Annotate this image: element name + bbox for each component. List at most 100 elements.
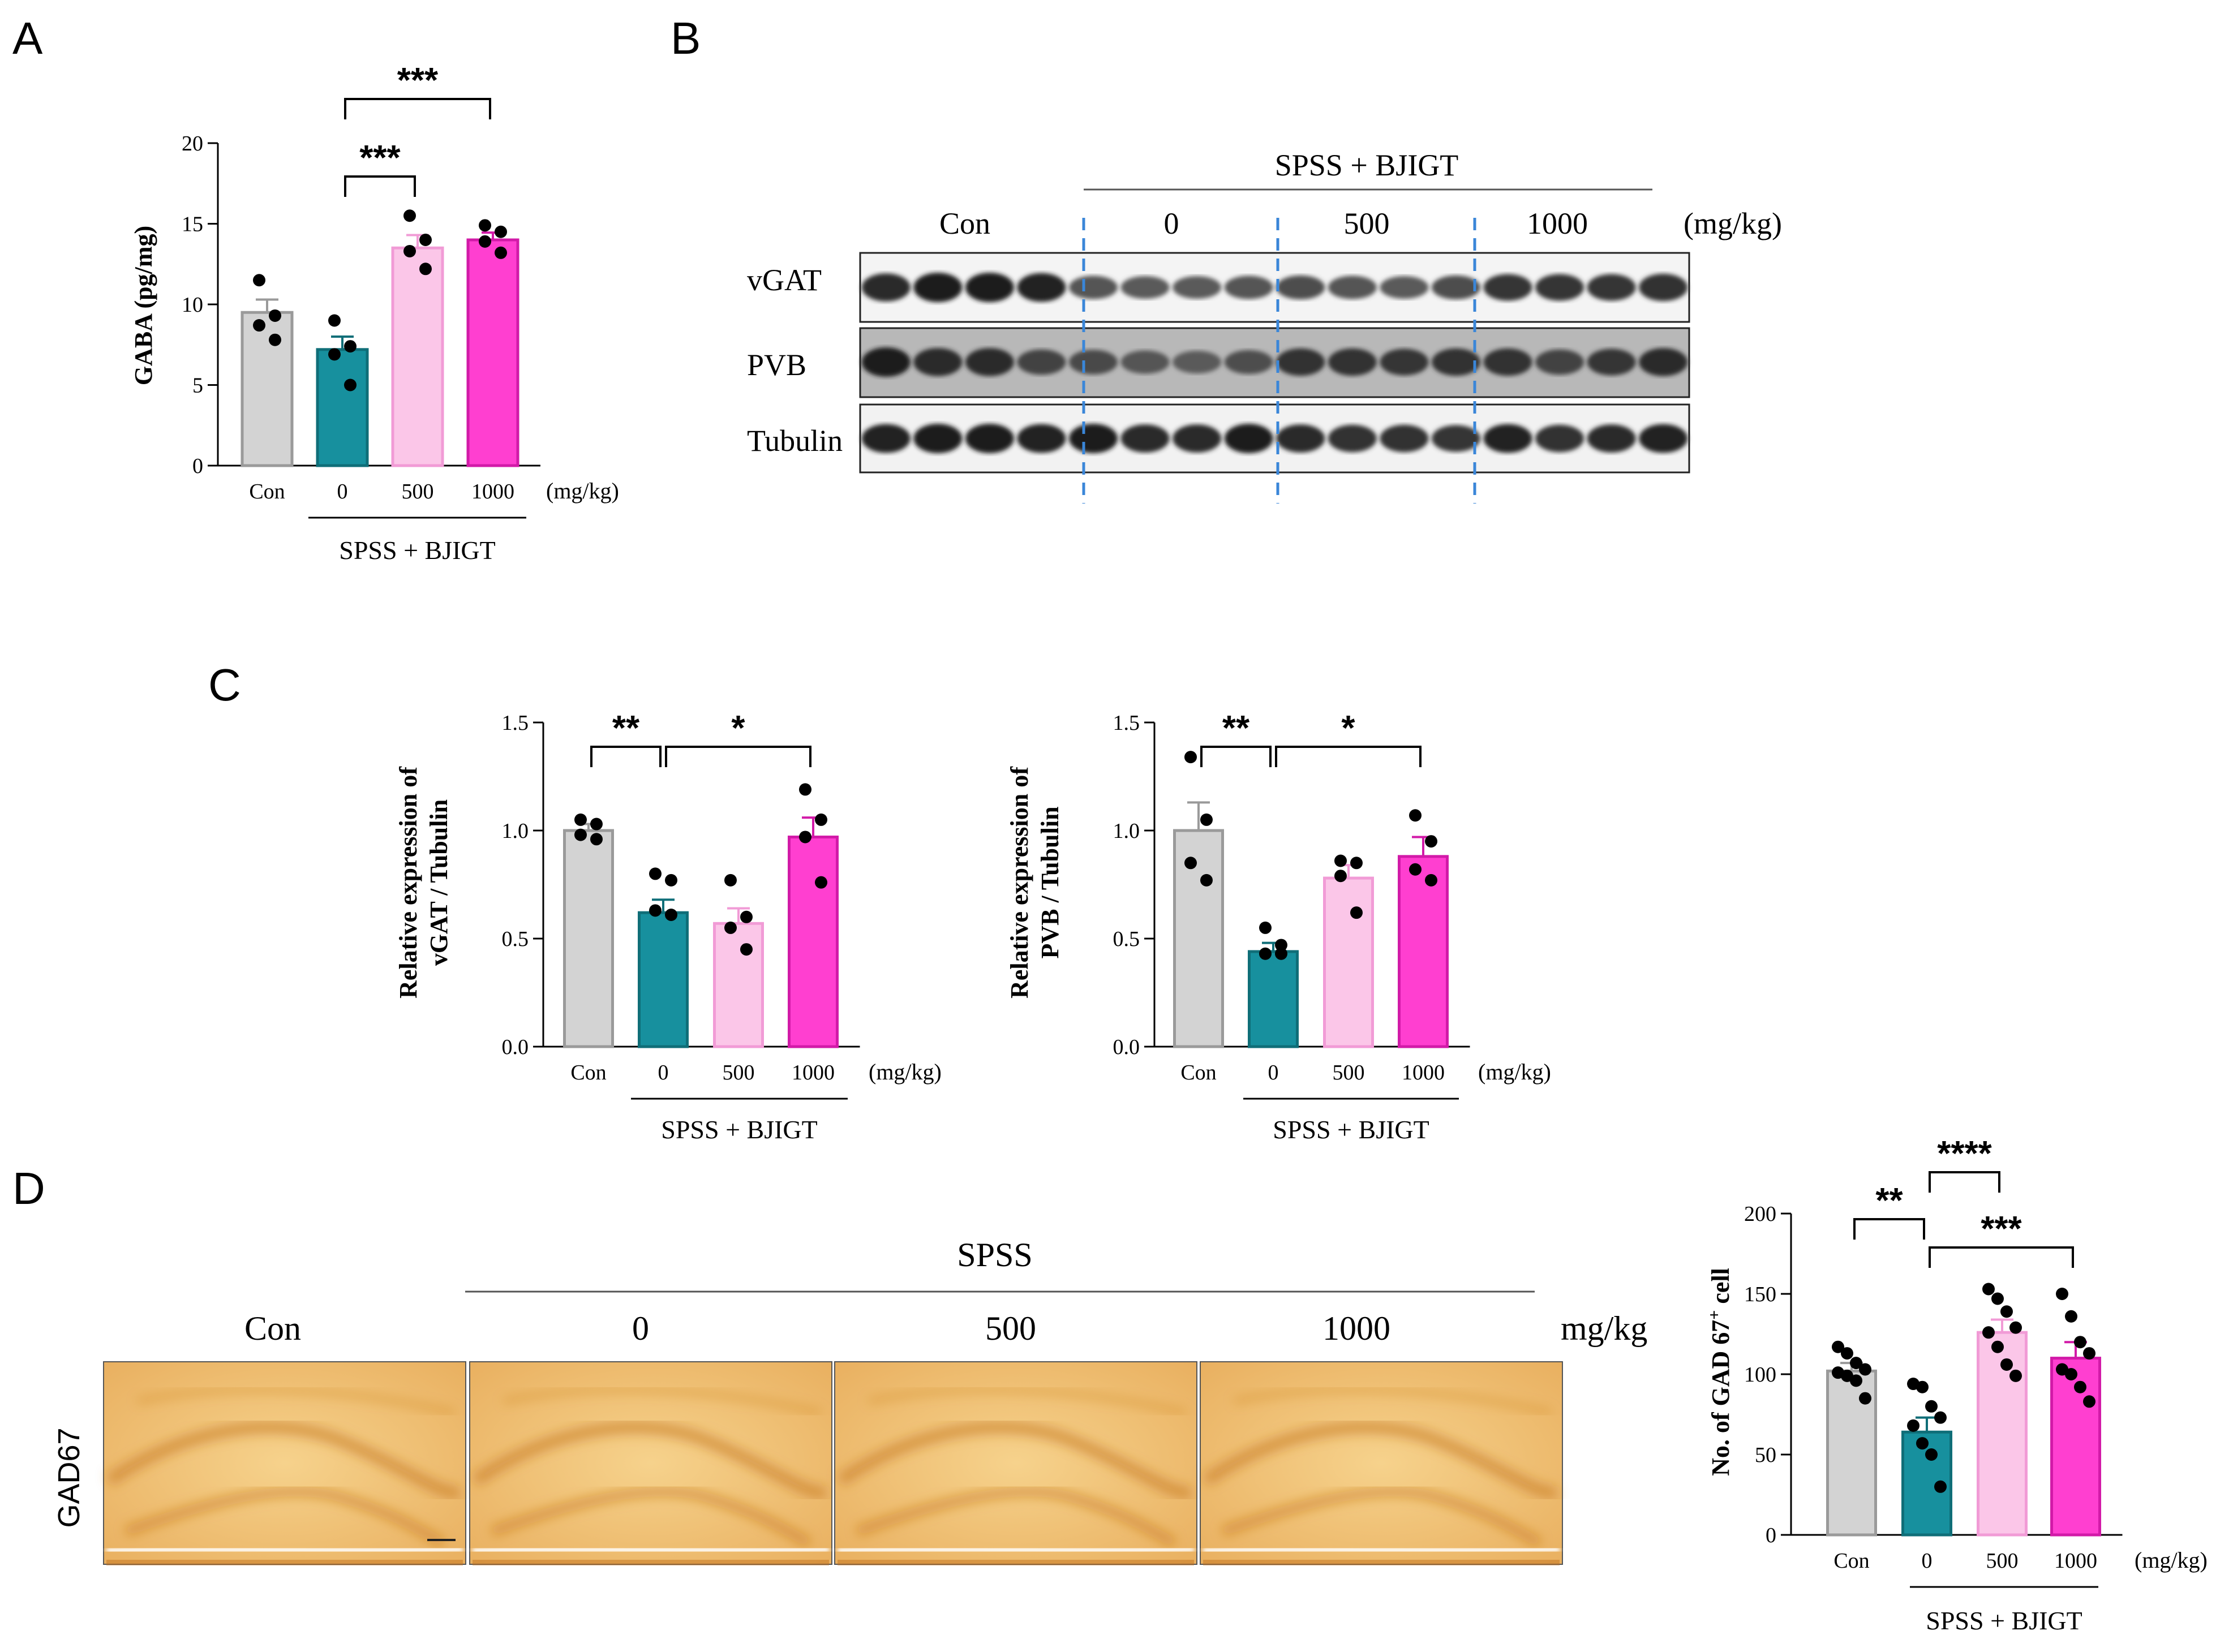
data-point xyxy=(1850,1374,1862,1387)
sig-bracket xyxy=(1200,746,1272,767)
data-point xyxy=(2065,1368,2077,1380)
x-tick-label: 500 xyxy=(402,480,434,504)
y-axis-label: GABA (pg/mg) xyxy=(130,226,157,385)
data-point xyxy=(1409,863,1422,876)
sig-bracket xyxy=(590,746,662,767)
data-point xyxy=(269,309,281,322)
sig-label: **** xyxy=(1937,1134,1992,1173)
x-tick-label: 1000 xyxy=(2054,1549,2097,1573)
blot-band xyxy=(861,347,911,377)
data-point xyxy=(724,874,737,887)
blot-band xyxy=(1535,424,1584,453)
blot-band xyxy=(1173,424,1222,453)
data-point xyxy=(1259,947,1272,960)
y-tick-label: 15 xyxy=(182,213,203,236)
data-point xyxy=(344,340,357,353)
blot-band xyxy=(1535,274,1584,301)
data-point xyxy=(1275,947,1287,960)
data-point xyxy=(1907,1419,1919,1432)
data-point xyxy=(2000,1305,2013,1318)
blot-band xyxy=(1068,424,1118,453)
data-point xyxy=(2056,1288,2068,1300)
data-point xyxy=(1184,751,1197,764)
sig-label: *** xyxy=(1981,1210,2022,1249)
x-tick-label: 0 xyxy=(1268,1061,1279,1085)
panel-label-b: B xyxy=(671,13,701,63)
x-unit: (mg/kg) xyxy=(1478,1059,1551,1085)
sig-label: ** xyxy=(1222,709,1250,748)
blot-band xyxy=(1224,350,1273,375)
histology-image xyxy=(834,1361,1197,1565)
group-label: SPSS + BJIGT xyxy=(339,536,496,565)
blot-band xyxy=(1483,424,1532,453)
bar-500 xyxy=(391,246,444,467)
x-tick-label: Con xyxy=(249,480,285,504)
data-point xyxy=(1991,1340,2004,1353)
y-tick-label: 1.5 xyxy=(1113,711,1140,735)
data-point xyxy=(815,813,827,826)
data-point xyxy=(665,874,677,887)
y-axis-label: Relative expression of vGAT / Tubulin xyxy=(394,766,453,999)
chart-a-gaba: 0 5 10 15 20 GABA (pg/mg) Con 0 500 1000 (mg/kg) SP… xyxy=(130,61,619,565)
sig-label: *** xyxy=(397,61,439,100)
blot-band xyxy=(1068,276,1118,299)
blot-band xyxy=(1328,424,1377,453)
blot-band xyxy=(1639,424,1688,453)
data-point xyxy=(253,274,265,287)
blot-band xyxy=(965,424,1014,453)
blot-col-1000: 1000 xyxy=(1527,206,1588,240)
bar-500 xyxy=(1323,876,1374,1048)
bar-1000 xyxy=(788,835,839,1048)
blot-band xyxy=(1535,349,1584,375)
blot-band xyxy=(1120,276,1170,299)
histology-image xyxy=(103,1361,466,1565)
blot-group-label: SPSS + BJIGT xyxy=(1275,148,1459,182)
data-point xyxy=(419,234,432,246)
data-point xyxy=(1334,870,1347,883)
data-point xyxy=(574,828,587,841)
blot-band xyxy=(1639,348,1688,376)
data-point xyxy=(1982,1326,1995,1339)
data-point xyxy=(2009,1369,2022,1382)
histo-header: SPSS xyxy=(957,1236,1032,1274)
data-point xyxy=(1925,1448,1938,1461)
histo-unit: mg/kg xyxy=(1561,1310,1647,1347)
data-point xyxy=(495,246,507,259)
data-point xyxy=(253,319,265,332)
x-tick-label: 500 xyxy=(1333,1061,1365,1085)
data-point xyxy=(2065,1310,2077,1323)
data-point xyxy=(1841,1347,1853,1360)
bar-500 xyxy=(713,922,764,1048)
data-point xyxy=(1991,1292,2004,1305)
data-point xyxy=(574,813,587,826)
blot-band xyxy=(1328,348,1377,376)
data-point xyxy=(2074,1380,2086,1393)
data-point xyxy=(1275,939,1287,952)
x-unit: (mg/kg) xyxy=(2135,1547,2208,1573)
data-point xyxy=(495,225,507,238)
histology-image xyxy=(469,1361,832,1565)
blot-band xyxy=(1173,351,1222,373)
data-point xyxy=(590,833,603,846)
data-point xyxy=(1409,809,1422,822)
blot-band xyxy=(1276,424,1325,453)
x-tick-label: 0 xyxy=(658,1061,669,1085)
data-point xyxy=(590,818,603,831)
y-tick-label: 5 xyxy=(192,374,203,398)
y-tick-label: 0 xyxy=(1766,1524,1776,1547)
x-tick-label: Con xyxy=(570,1061,606,1085)
y-tick-label: 150 xyxy=(1744,1283,1776,1306)
data-point xyxy=(1916,1437,1929,1450)
data-point xyxy=(1200,813,1213,826)
x-tick-label: 0 xyxy=(337,480,348,504)
data-point xyxy=(1259,921,1272,934)
blot-band xyxy=(1431,348,1481,376)
blot-band xyxy=(861,424,911,453)
blot-band xyxy=(965,348,1014,376)
blot-band xyxy=(1483,348,1532,376)
blot-band xyxy=(1224,276,1273,299)
y-tick-label: 0.0 xyxy=(502,1035,529,1059)
data-point xyxy=(724,921,737,934)
histo-col-1000: 1000 xyxy=(1322,1310,1390,1347)
y-tick-label: 0.5 xyxy=(1113,927,1140,951)
